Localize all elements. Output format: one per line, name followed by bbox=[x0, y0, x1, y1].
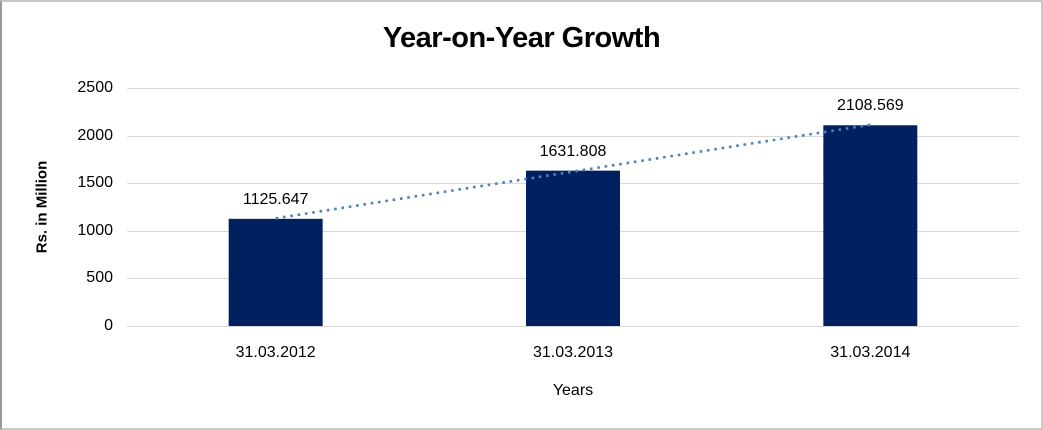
y-tick-label: 0 bbox=[104, 317, 113, 334]
bar bbox=[526, 170, 620, 326]
y-tick-label: 1500 bbox=[77, 174, 113, 192]
y-tick-label: 1000 bbox=[77, 221, 113, 239]
bar-value-label: 2108.569 bbox=[836, 97, 904, 115]
bar bbox=[228, 218, 323, 326]
y-tick-label: 2000 bbox=[77, 126, 113, 144]
chart-title: Year-on-Year Growth bbox=[382, 22, 661, 54]
plot-area bbox=[127, 88, 1019, 327]
x-tick-label: 31.03.2013 bbox=[532, 344, 614, 361]
y-tick-label: 500 bbox=[86, 269, 113, 287]
bar bbox=[823, 125, 918, 326]
x-tick-label: 31.03.2012 bbox=[235, 344, 316, 361]
y-tick-label: 2500 bbox=[77, 79, 113, 96]
bar-value-label: 1631.808 bbox=[539, 142, 607, 160]
x-axis-title: Years bbox=[552, 382, 594, 399]
x-tick-label: 31.03.2014 bbox=[830, 344, 911, 361]
bar-value-label: 1125.647 bbox=[242, 190, 309, 208]
